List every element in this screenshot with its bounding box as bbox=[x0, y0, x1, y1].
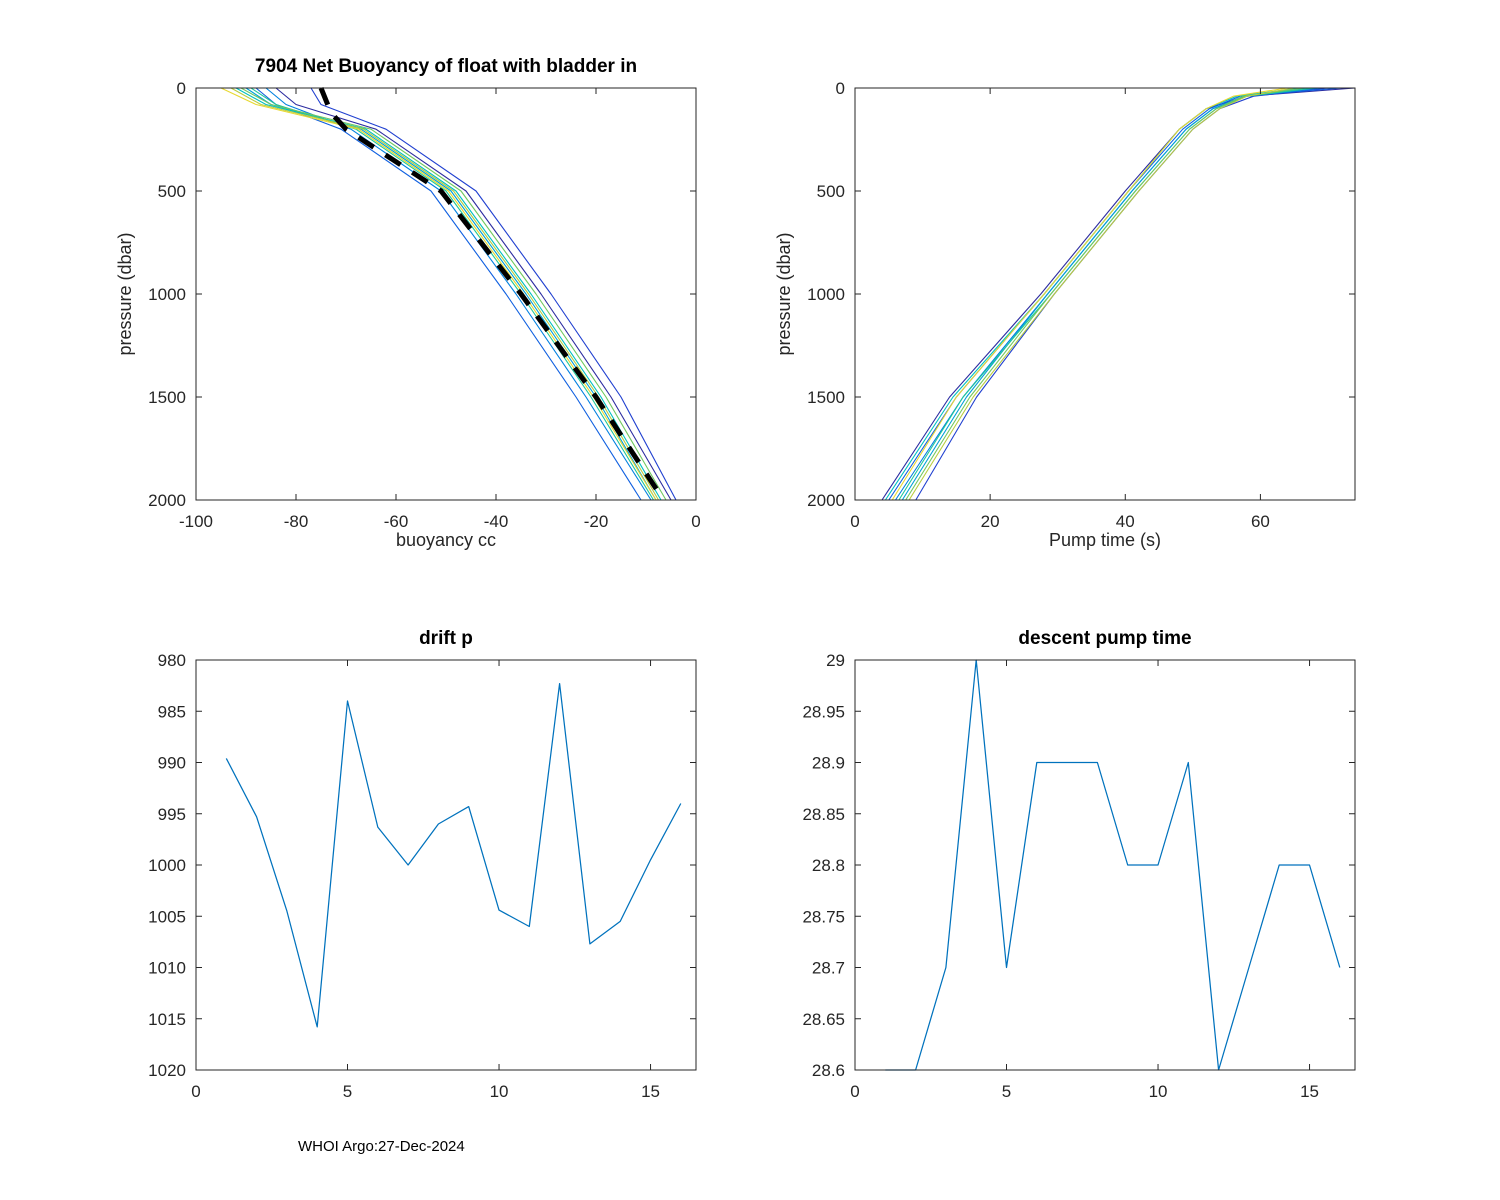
net-buoyancy-x-axis-label: buoyancy cc bbox=[395, 530, 497, 550]
x-tick-label: 0 bbox=[850, 1082, 859, 1101]
pump-time-y-axis-label: pressure (dbar) bbox=[774, 232, 794, 356]
series-line-0 bbox=[885, 659, 1341, 1071]
x-tick-label: 5 bbox=[1002, 1082, 1011, 1101]
y-tick-label: 0 bbox=[836, 79, 845, 98]
x-tick-label: 60 bbox=[1251, 512, 1270, 531]
descent-pump-time-title: descent pump time bbox=[1018, 628, 1192, 649]
y-tick-label: 985 bbox=[158, 702, 186, 721]
plot-background bbox=[196, 660, 696, 1070]
y-tick-label: 980 bbox=[158, 651, 186, 670]
series-line-5 bbox=[235, 87, 662, 501]
y-tick-label: 28.6 bbox=[812, 1061, 845, 1080]
x-tick-label: -80 bbox=[284, 512, 309, 531]
net-buoyancy-title: 7904 Net Buoyancy of float with bladder … bbox=[254, 56, 638, 77]
y-tick-label: 500 bbox=[817, 182, 845, 201]
y-tick-label: 28.7 bbox=[812, 959, 845, 978]
drift-p-title: drift p bbox=[419, 628, 473, 649]
x-tick-label: 0 bbox=[691, 512, 700, 531]
y-tick-label: 28.95 bbox=[802, 702, 845, 721]
x-tick-label: 5 bbox=[343, 1082, 352, 1101]
x-tick-label: 15 bbox=[1300, 1082, 1319, 1101]
x-tick-label: 15 bbox=[641, 1082, 660, 1101]
y-tick-label: 1020 bbox=[148, 1061, 186, 1080]
y-tick-label: 1005 bbox=[148, 907, 186, 926]
x-tick-label: -60 bbox=[384, 512, 409, 531]
y-tick-label: 1500 bbox=[148, 388, 186, 407]
series-line-7 bbox=[240, 87, 667, 501]
plot-background bbox=[196, 88, 696, 500]
pump-time-plot: 0 20 40 60 0 500 1000 1500 2000 bbox=[807, 79, 1356, 531]
series-line-8 bbox=[908, 87, 1295, 501]
series-line-9 bbox=[891, 87, 1288, 501]
y-tick-label: 28.65 bbox=[802, 1010, 845, 1029]
x-tick-label: -100 bbox=[179, 512, 213, 531]
y-tick-label: 28.8 bbox=[812, 856, 845, 875]
x-tick-label: 10 bbox=[490, 1082, 509, 1101]
y-tick-label: 995 bbox=[158, 805, 186, 824]
y-tick-label: 1500 bbox=[807, 388, 845, 407]
y-tick-label: 2000 bbox=[148, 491, 186, 510]
x-tick-label: -40 bbox=[484, 512, 509, 531]
x-tick-label: 10 bbox=[1149, 1082, 1168, 1101]
y-tick-label: 500 bbox=[158, 182, 186, 201]
x-tick-label: 40 bbox=[1116, 512, 1135, 531]
y-tick-label: 29 bbox=[826, 651, 845, 670]
descent-pump-time-plot: 0 5 10 15 28.6 28.65 28.7 28.75 28.8 28.85 28.9 28.… bbox=[802, 651, 1356, 1101]
plot-background bbox=[855, 88, 1355, 500]
net-buoyancy-plot: -100 -80 -60 -40 -20 0 0 500 1000 1500 2000 bbox=[148, 79, 701, 531]
y-tick-label: 990 bbox=[158, 754, 186, 773]
y-tick-label: 1010 bbox=[148, 959, 186, 978]
x-tick-label: 0 bbox=[191, 1082, 200, 1101]
series-line-7 bbox=[905, 87, 1305, 501]
series-line-10 bbox=[318, 87, 666, 502]
y-tick-label: 1000 bbox=[148, 856, 186, 875]
x-tick-label: 20 bbox=[981, 512, 1000, 531]
series-line-0 bbox=[275, 87, 672, 501]
y-tick-label: 0 bbox=[177, 79, 186, 98]
y-tick-label: 28.9 bbox=[812, 754, 845, 773]
series-line-0 bbox=[225, 682, 682, 1028]
y-tick-label: 28.85 bbox=[802, 805, 845, 824]
series-line-1 bbox=[310, 87, 677, 501]
figure-credit: WHOI Argo:27-Dec-2024 bbox=[298, 1138, 465, 1155]
pump-time-x-axis-label: Pump time (s) bbox=[1048, 530, 1162, 550]
x-tick-label: 0 bbox=[850, 512, 859, 531]
y-tick-label: 1000 bbox=[807, 285, 845, 304]
y-tick-label: 1000 bbox=[148, 285, 186, 304]
y-tick-label: 1015 bbox=[148, 1010, 186, 1029]
series-line-6 bbox=[250, 87, 654, 501]
plot-background bbox=[855, 660, 1355, 1070]
net-buoyancy-y-axis-label: pressure (dbar) bbox=[115, 232, 135, 356]
y-tick-label: 2000 bbox=[807, 491, 845, 510]
y-tick-label: 28.75 bbox=[802, 907, 845, 926]
x-tick-label: -20 bbox=[584, 512, 609, 531]
